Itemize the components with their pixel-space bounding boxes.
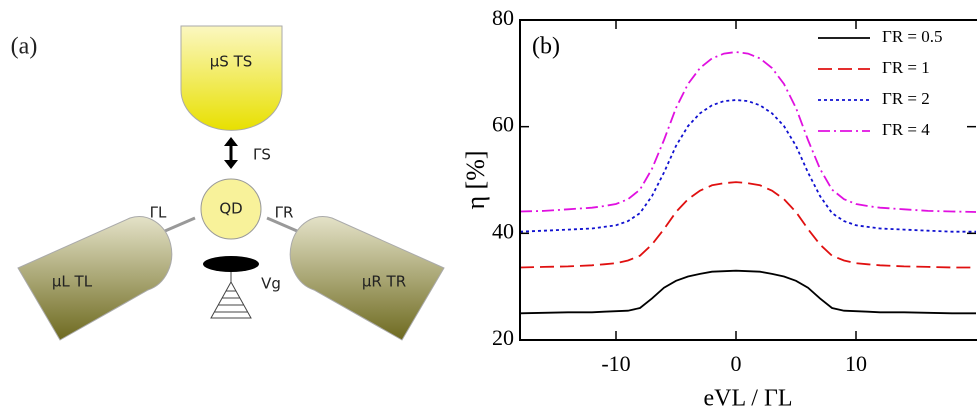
line-series bbox=[519, 181, 976, 269]
plot-frame bbox=[519, 19, 977, 341]
coupling-r: ΓR bbox=[275, 204, 294, 222]
y-tick-label: 80 bbox=[492, 5, 514, 30]
x-tick-label: -10 bbox=[601, 351, 630, 376]
right-lead bbox=[289, 216, 445, 341]
x-axis-label: eVL / ΓL bbox=[704, 386, 793, 412]
diagram: (a) μS TS ΓS QD ΓL ΓR μL TL μR TR Vg bbox=[11, 25, 445, 341]
line-series bbox=[519, 269, 976, 315]
legend-label: ΓR = 2 bbox=[882, 89, 930, 108]
quantum-dot bbox=[200, 178, 262, 240]
coupling-l: ΓL bbox=[150, 204, 167, 222]
legend-label: ΓR = 1 bbox=[882, 58, 930, 77]
ground bbox=[210, 272, 252, 319]
y-axis-label: η [%] bbox=[461, 150, 490, 209]
legend-label: ΓR = 4 bbox=[882, 120, 930, 139]
ground-lines bbox=[214, 290, 248, 313]
y-tick-label: 40 bbox=[492, 218, 514, 243]
gate bbox=[203, 256, 259, 272]
gate-label: Vg bbox=[261, 275, 281, 293]
x-tick-label: 0 bbox=[731, 351, 742, 376]
right-label: μR TR bbox=[362, 273, 406, 291]
arrow-head bbox=[224, 137, 238, 169]
x-tick-label: 10 bbox=[845, 351, 867, 376]
left-lead bbox=[17, 216, 173, 341]
panel-label: (b) bbox=[532, 34, 560, 60]
coupling-s: ΓS bbox=[253, 146, 271, 164]
panel-label: (a) bbox=[11, 34, 38, 60]
source-lead bbox=[180, 25, 283, 131]
chart: 20 40 60 80 -10 0 10 ΓR = 0.5 ΓR = 1 ΓR = 2 ΓR = 4… bbox=[461, 5, 977, 412]
legend-label: ΓR = 0.5 bbox=[882, 27, 943, 46]
y-tick-label: 20 bbox=[492, 325, 514, 350]
y-tick-label: 60 bbox=[492, 112, 514, 137]
source-label: μS TS bbox=[210, 53, 253, 71]
left-label: μL TL bbox=[52, 273, 93, 291]
dot-label: QD bbox=[219, 200, 242, 218]
line-series bbox=[519, 51, 977, 213]
line-series bbox=[519, 99, 976, 233]
